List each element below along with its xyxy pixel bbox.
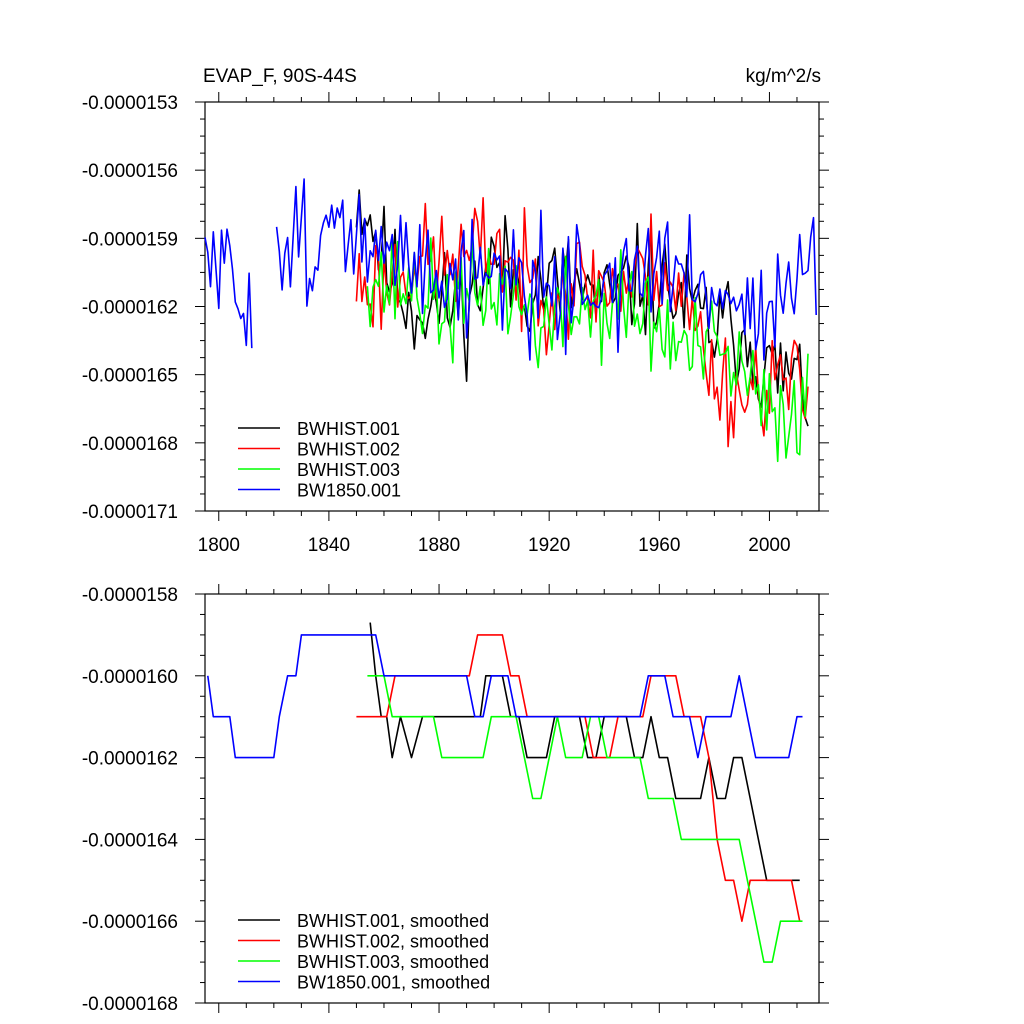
series-line-3 bbox=[366, 234, 809, 463]
chart-title-left: EVAP_F, 90S-44S bbox=[203, 66, 357, 87]
x-tick-label: 1960 bbox=[638, 535, 680, 556]
legend-label-3: BWHIST.003 bbox=[297, 460, 400, 480]
y-tick-label: -0.0000168 bbox=[82, 434, 178, 455]
top-panel: EVAP_F, 90S-44S kg/m^2/s 1800 1840 1880 192… bbox=[82, 66, 829, 556]
legend-label-2: BWHIST.002, smoothed bbox=[297, 932, 489, 952]
series-line-4 bbox=[204, 178, 817, 361]
x-tick-label: 1840 bbox=[308, 535, 350, 556]
y-tick-label: -0.0000153 bbox=[82, 93, 178, 114]
y-tick-label: -0.0000159 bbox=[82, 229, 178, 250]
legend-label-3: BWHIST.003, smoothed bbox=[297, 952, 489, 972]
y-tick-label: -0.0000166 bbox=[82, 912, 178, 933]
legend-label-2: BWHIST.002 bbox=[297, 440, 400, 460]
legend-label-1: BWHIST.001, smoothed bbox=[297, 911, 489, 931]
x-tick-label: 2000 bbox=[748, 535, 790, 556]
y-tick-label: -0.0000158 bbox=[82, 585, 178, 606]
legend-label-1: BWHIST.001 bbox=[297, 419, 400, 439]
legend-label-4: BW1850.001, smoothed bbox=[297, 973, 490, 993]
y-tick-label: -0.0000160 bbox=[82, 667, 178, 688]
y-tick-label: -0.0000164 bbox=[82, 830, 179, 851]
series-line-3 bbox=[367, 675, 803, 963]
y-tick-label: -0.0000162 bbox=[82, 298, 178, 319]
x-tick-label: 1800 bbox=[198, 535, 240, 556]
series-line-2 bbox=[356, 634, 801, 922]
chart-title-right: kg/m^2/s bbox=[746, 66, 821, 87]
x-tick-label: 1880 bbox=[418, 535, 460, 556]
y-tick-label: -0.0000162 bbox=[82, 749, 178, 770]
y-tick-label: -0.0000165 bbox=[82, 366, 178, 387]
y-tick-label: -0.0000156 bbox=[82, 161, 178, 182]
legend-label-4: BW1850.001 bbox=[297, 481, 401, 501]
x-tick-label: 1920 bbox=[528, 535, 570, 556]
series-line-4 bbox=[207, 634, 803, 759]
bottom-panel: -0.0000158 -0.0000160 -0.0000162 -0.0000164… bbox=[82, 584, 829, 1015]
y-tick-label: -0.0000168 bbox=[82, 994, 178, 1015]
series-line-1 bbox=[369, 622, 800, 882]
y-tick-label: -0.0000171 bbox=[82, 502, 178, 523]
